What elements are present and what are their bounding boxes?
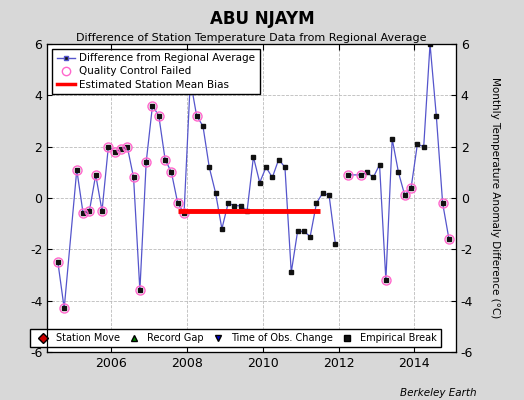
Legend: Station Move, Record Gap, Time of Obs. Change, Empirical Break: Station Move, Record Gap, Time of Obs. C…: [30, 329, 441, 347]
Text: ABU NJAYM: ABU NJAYM: [210, 10, 314, 28]
Y-axis label: Monthly Temperature Anomaly Difference (°C): Monthly Temperature Anomaly Difference (…: [490, 77, 500, 319]
Title: Difference of Station Temperature Data from Regional Average: Difference of Station Temperature Data f…: [77, 33, 427, 43]
Text: Berkeley Earth: Berkeley Earth: [400, 388, 477, 398]
